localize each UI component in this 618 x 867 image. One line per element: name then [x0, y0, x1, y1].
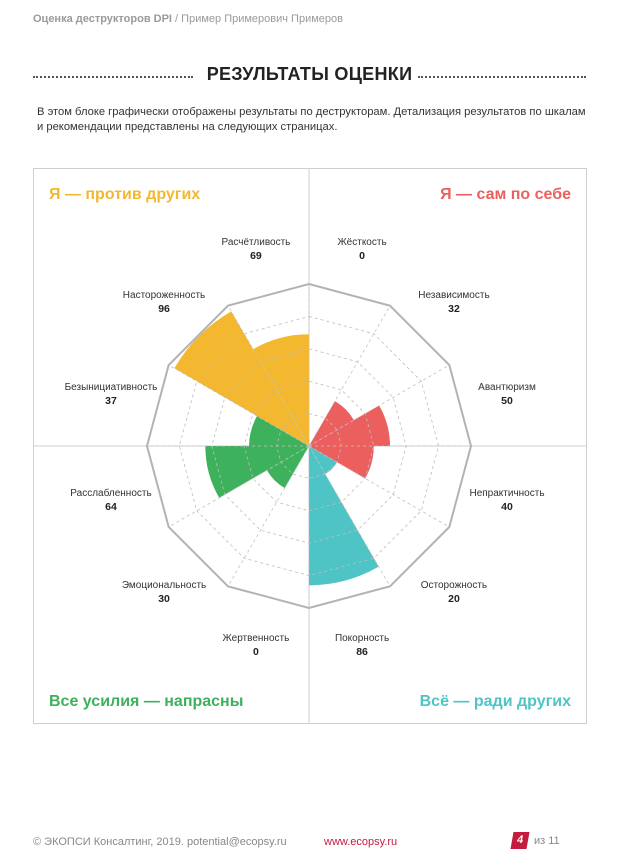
- category-label: Покорность: [335, 633, 389, 644]
- data-sectors: [174, 311, 390, 586]
- category-labels: Жёсткость 0 Независимость 32 Авантюризм 50 Неп…: [65, 237, 545, 658]
- category-value: 32: [448, 303, 460, 315]
- title-divider-left: [33, 76, 193, 78]
- category-value: 50: [501, 395, 513, 407]
- category-label: Жертвенность: [223, 633, 290, 644]
- quadrant-labels: Я — против других Я — сам по себе Всё — ра…: [49, 186, 571, 710]
- chart-grid: [145, 282, 473, 610]
- sector-12: [253, 334, 309, 446]
- category-value: 0: [253, 646, 259, 658]
- quadrant-label: Всё — ради других: [420, 693, 571, 710]
- category-label: Настороженность: [123, 290, 205, 301]
- category-value: 30: [158, 593, 170, 605]
- footer-website-link[interactable]: www.ecopsy.ru: [324, 836, 398, 848]
- footer-pagination: 4 из 11: [510, 832, 560, 849]
- category-value: 86: [356, 646, 368, 658]
- category-value: 69: [250, 250, 262, 262]
- category-label: Авантюризм: [478, 382, 536, 393]
- sector-3: [309, 405, 390, 446]
- person-name: Пример Примерович Примеров: [181, 13, 343, 25]
- category-label: Жёсткость: [337, 237, 386, 248]
- sector-5: [309, 446, 338, 475]
- category-value: 96: [158, 303, 170, 315]
- category-label: Безынициативность: [65, 382, 158, 393]
- sector-10: [249, 416, 309, 446]
- sector-11: [174, 311, 309, 446]
- quadrant-label: Все усилия — напрасны: [49, 693, 243, 710]
- footer-copyright: © ЭКОПСИ Консалтинг, 2019. potential@eco…: [33, 836, 287, 848]
- category-value: 0: [359, 250, 365, 262]
- sector-6: [309, 446, 379, 586]
- category-value: 20: [448, 593, 460, 605]
- grid-ring-2: [243, 380, 375, 512]
- section-title-row: РЕЗУЛЬТАТЫ ОЦЕНКИ: [33, 62, 586, 92]
- category-value: 37: [105, 395, 117, 407]
- quadrant-label: Я — сам по себе: [440, 186, 571, 203]
- page-number-badge: 4: [510, 832, 530, 849]
- document-title: Оценка деструкторов DPI: [33, 13, 172, 25]
- chart-frame: [33, 168, 587, 724]
- header-separator: /: [175, 13, 179, 25]
- category-value: 64: [105, 501, 117, 513]
- page-header: Оценка деструкторов DPI / Пример Примеро…: [33, 13, 343, 25]
- title-divider-right: [418, 76, 586, 78]
- category-label: Расчётливость: [221, 237, 290, 248]
- sector-9: [205, 446, 309, 498]
- quadrant-label: Я — против других: [49, 186, 200, 203]
- intro-text: В этом блоке графически отображены резул…: [37, 106, 586, 133]
- category-label: Эмоциональность: [122, 580, 206, 591]
- category-label: Непрактичность: [469, 488, 544, 499]
- sector-8: [266, 446, 309, 489]
- grid-ring-4: [178, 315, 440, 577]
- section-title: РЕЗУЛЬТАТЫ ОЦЕНКИ: [206, 64, 413, 84]
- category-label: Независимость: [418, 290, 489, 301]
- category-value: 40: [501, 501, 513, 513]
- sector-2: [309, 401, 354, 446]
- category-label: Осторожность: [421, 580, 487, 591]
- sector-4: [309, 446, 374, 479]
- page-total: из 11: [534, 834, 560, 847]
- category-label: Расслабленность: [70, 487, 151, 499]
